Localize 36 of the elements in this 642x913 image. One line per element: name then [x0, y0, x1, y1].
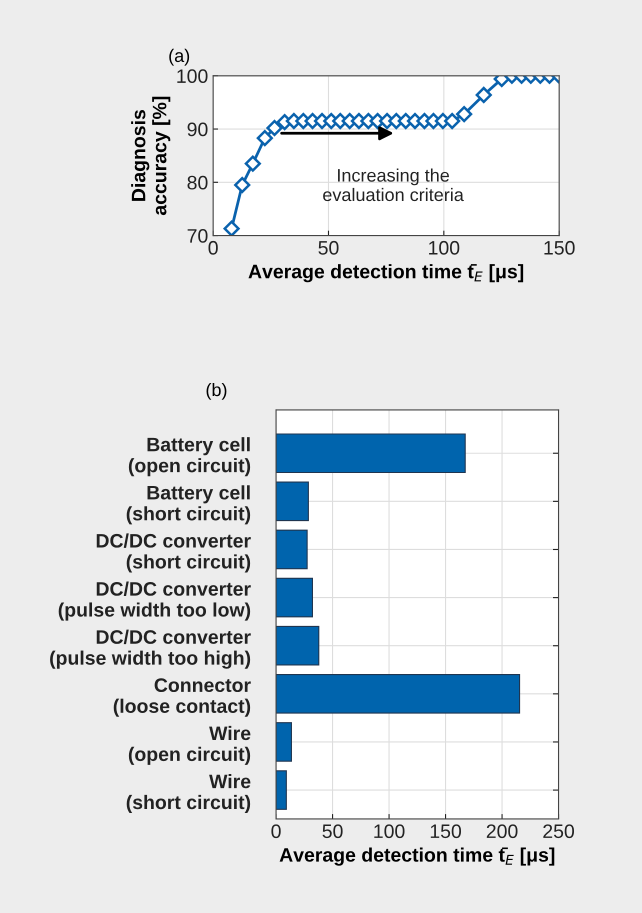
chart-title: (b): [206, 382, 226, 400]
y-tick-label: Wire (open circuit): [128, 726, 250, 765]
x-tick-label: 200: [486, 824, 518, 838]
x-axis-title: Average detection time t̄$_{E}$ [μs]: [248, 264, 524, 282]
y-tick-label: 80: [188, 176, 208, 190]
bar: [276, 770, 287, 810]
x-tick-label: 0: [208, 240, 218, 255]
y-tick-label: Connector (loose contact): [114, 678, 251, 717]
x-tick-label: 100: [429, 240, 460, 255]
x-tick-label: 0: [271, 824, 281, 838]
bar: [276, 530, 308, 570]
y-tick-label: Battery cell (open circuit): [128, 437, 250, 476]
bar: [276, 722, 292, 762]
y-tick-label: 90: [188, 122, 208, 136]
bar: [276, 626, 320, 666]
y-tick-label: DC/DC converter (pulse width too low): [58, 582, 251, 621]
y-tick-label: DC/DC converter (pulse width too high): [50, 630, 251, 669]
x-axis-title: Average detection time t̄$_{E}$ [μs]: [280, 848, 554, 866]
y-tick-label: DC/DC converter (short circuit): [96, 533, 251, 572]
y-axis-title: Diagnosis accuracy [%]: [131, 96, 170, 216]
chart-title: (a): [169, 48, 190, 66]
x-tick-label: 150: [544, 240, 575, 255]
bar: [276, 482, 309, 522]
x-tick-label: 100: [374, 824, 405, 838]
y-tick-label: 100: [177, 69, 208, 84]
x-tick-label: 50: [322, 824, 343, 838]
bar: [276, 578, 313, 618]
annotation: Increasing the evaluation criteria: [323, 168, 464, 202]
y-tick-label: Battery cell (short circuit): [126, 485, 250, 524]
x-tick-label: 50: [318, 240, 339, 255]
bar: [276, 433, 466, 474]
x-tick-label: 250: [543, 824, 574, 838]
bar: [276, 674, 520, 714]
y-tick-label: Wire (short circuit): [126, 774, 250, 814]
x-tick-label: 150: [430, 824, 462, 838]
y-tick-label: 70: [188, 229, 208, 243]
